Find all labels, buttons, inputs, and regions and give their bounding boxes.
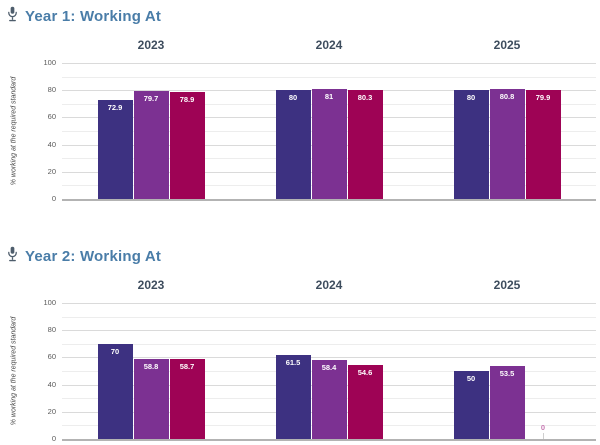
y-axis-tick-label: 40 [47,379,56,389]
bar-value-label: 80 [466,93,476,103]
bar-series-1-2025 [453,90,489,199]
microphone-icon [6,6,19,28]
y-axis-label: % working at the required standard [10,76,18,186]
bar-series-2-2024 [311,359,347,439]
bar-series-1-2025 [453,371,489,439]
y-axis-tick-label: 20 [47,406,56,416]
bar-series-1-2024 [275,355,311,439]
category-title: 2025 [493,278,521,292]
gridline [62,303,596,304]
bar-series-3-2025 [525,90,561,199]
category-title: 2024 [315,278,343,292]
y-axis-tick-label: 100 [43,298,56,307]
bar-series-2-2025 [489,366,525,439]
bar-series-3-2024 [347,364,383,439]
bar-series-3-2023 [169,359,205,439]
bar-value-label-zero: 0 [540,423,546,432]
bar-value-label: 61.5 [285,358,301,368]
y-axis-tick-label: 80 [47,85,56,95]
y-axis-tick-label: 0 [51,434,56,443]
y-axis-tick-label: 60 [47,352,56,362]
bar-series-2-2025 [489,89,525,199]
bar-value-label: 72.9 [107,102,123,112]
bar-value-label: 80.8 [499,92,515,102]
year2-category-titles: 2023 2024 2025 [0,278,600,293]
year1-category-titles: 2023 2024 2025 [0,38,600,53]
category-title: 2025 [493,38,521,52]
year1-bar-chart: 0 20 40 60 80 100 % working at the required st… [0,58,600,203]
gridline [62,357,596,359]
gridline [62,316,596,318]
bar-series-2-2023 [133,90,169,199]
category-title: 2023 [137,38,165,52]
year1-section: Year 1: Working At 2023 2024 2025 0 20 40 60 8… [0,0,600,220]
gridline [62,330,596,332]
y-axis-tick-label: 80 [47,325,56,335]
y-axis-tick-label: 60 [47,112,56,122]
y-axis-tick-label: 20 [47,166,56,176]
bar-series-3-2023 [169,91,205,199]
gridline [62,76,596,78]
bar-series-2-2024 [311,88,347,199]
bar-value-label: 80.3 [357,92,373,102]
x-axis-line [62,199,596,201]
bar-series-1-2023 [97,343,133,439]
gridline [62,343,596,345]
x-axis-line [62,439,596,441]
category-title: 2024 [315,38,343,52]
bar-series-2-2023 [133,359,169,439]
bar-series-1-2023 [97,99,133,199]
gridline [62,63,596,64]
year1-header: Year 1: Working At [6,6,161,26]
bar-value-label: 81 [324,91,334,101]
y-axis-tick-label: 40 [47,139,56,149]
bar-value-label: 58.7 [179,362,195,372]
bar-value-label: 50 [466,374,476,383]
year2-header: Year 2: Working At [6,246,161,266]
microphone-icon [6,246,19,268]
y-axis-tick-label: 0 [51,194,56,203]
y-axis-tick-label: 100 [43,58,56,67]
bar-value-label: 80 [288,93,298,103]
bar-value-label: 79.7 [143,93,159,103]
bar-value-label: 78.9 [179,94,195,104]
bar-value-label: 79.9 [535,93,551,103]
category-title: 2023 [137,278,165,292]
y-axis-label: % working at the required standard [10,316,18,426]
bar-series-3-2024 [347,89,383,199]
section-title-year2: Year 2: Working At [25,247,162,265]
bar-value-label: 58.4 [321,362,337,372]
year2-section: Year 2: Working At 2023 2024 2025 0 20 40 60 8… [0,240,600,445]
bar-value-label: 70 [110,346,120,356]
year2-bar-chart: 0 20 40 60 80 100 % working at the required st… [0,298,600,443]
bar-value-label: 53.5 [499,369,515,379]
zero-bar-tick [543,433,544,439]
section-title-year1: Year 1: Working At [25,7,162,25]
bar-value-label: 54.6 [357,367,373,377]
bar-series-1-2024 [275,90,311,199]
bar-value-label: 58.8 [143,362,159,372]
